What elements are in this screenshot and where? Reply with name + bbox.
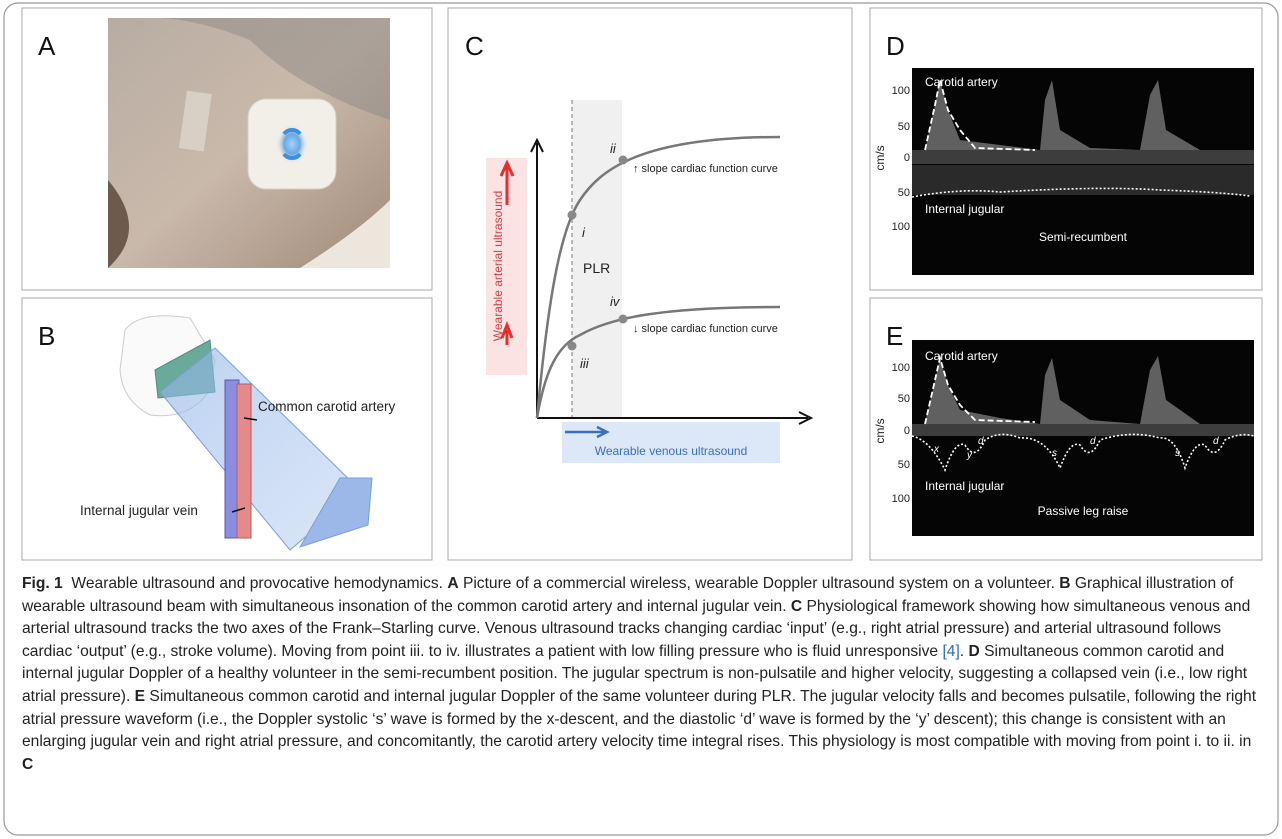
- label: Carotid artery: [925, 349, 998, 363]
- label: Passive leg raise: [1038, 504, 1129, 518]
- point-label: iv: [610, 294, 621, 309]
- caption-text: .: [959, 642, 965, 660]
- caption-text: Picture of a commercial wireless, wearab…: [462, 575, 1055, 592]
- wave-label: d: [1213, 436, 1219, 447]
- tick-label: 50: [898, 459, 910, 471]
- label: Carotid artery: [925, 75, 998, 89]
- curve-label: ↑ slope cardiac function curve: [633, 163, 778, 175]
- plr-region: [572, 100, 622, 418]
- wave-label: s: [1052, 448, 1057, 459]
- unit: cm/s: [873, 145, 887, 170]
- tick-label: 100: [892, 85, 910, 97]
- curve-upper: [535, 135, 781, 419]
- caption-text: Graphical illustration of wearable ultra…: [22, 575, 1234, 615]
- panel-letter: A: [38, 31, 56, 61]
- tick-label: 50: [898, 121, 910, 133]
- tick-label: 100: [892, 362, 910, 374]
- caption-letter: B: [1059, 575, 1071, 592]
- point-label: iii: [580, 356, 590, 371]
- label: Internal jugular vein: [80, 503, 198, 518]
- caption-letter: D: [968, 642, 980, 660]
- arrow: [500, 320, 514, 345]
- caption-title: Wearable ultrasound and provocative hemo…: [71, 575, 443, 592]
- arrow: [565, 425, 610, 439]
- panel-letter: D: [886, 31, 905, 61]
- tick-label: 50: [898, 393, 910, 405]
- curve-label: ↓ slope cardiac function curve: [633, 323, 778, 335]
- tick-label: 50: [898, 187, 910, 199]
- photo: [108, 18, 390, 268]
- caption-panel-ref: C: [22, 755, 34, 773]
- wave-label: d: [1090, 436, 1096, 447]
- caption-letter: C: [790, 597, 803, 615]
- point-label: ii: [610, 141, 617, 156]
- point-label: i: [582, 225, 586, 240]
- y-axis: [530, 137, 544, 418]
- tick-label: 0: [904, 425, 910, 437]
- outer-frame: [3, 2, 1279, 836]
- label: Common carotid artery: [258, 399, 396, 414]
- wave-label: y: [966, 450, 973, 461]
- caption: Fig. 1 Wearable ultrasound and provocati…: [22, 573, 1262, 776]
- caption-text: Physiological framework showing how simu…: [22, 597, 1251, 660]
- tick-label: 0: [904, 152, 910, 164]
- caption-text: Simultaneous common carotid and internal…: [22, 687, 1257, 751]
- arrow: [499, 159, 515, 205]
- wave-label: s: [1175, 448, 1180, 459]
- point: [618, 155, 628, 165]
- axis-label: Wearable venous ultrasound: [595, 444, 748, 458]
- label: Internal jugular: [925, 479, 1004, 493]
- caption-label: Fig. 1: [22, 575, 63, 592]
- caption-text: Simultaneous common carotid and internal…: [22, 642, 1248, 705]
- caption-letter: A: [447, 575, 459, 592]
- tick-label: 100: [892, 221, 910, 233]
- citation[interactable]: [4]: [942, 642, 960, 660]
- doppler-image: [911, 68, 1254, 275]
- panel-letter: E: [886, 321, 903, 351]
- point: [567, 210, 577, 220]
- wave-label: d: [978, 436, 984, 447]
- tick-label: 100: [892, 493, 910, 505]
- illustration: [119, 315, 373, 551]
- caption-letter: E: [134, 687, 146, 705]
- doppler-image: [911, 340, 1255, 536]
- unit: cm/s: [873, 418, 887, 443]
- wave-label: x: [933, 444, 940, 455]
- point: [618, 314, 628, 324]
- x-axis: [537, 411, 814, 425]
- axis-label: Wearable arterial ultrasound: [491, 191, 505, 342]
- panel-letter: C: [465, 31, 484, 61]
- curve-lower: [535, 305, 781, 419]
- region-label: PLR: [583, 260, 610, 276]
- label: Semi-recumbent: [1039, 230, 1128, 244]
- point: [567, 341, 577, 351]
- label: Internal jugular: [925, 202, 1004, 216]
- panel-letter: B: [38, 321, 55, 351]
